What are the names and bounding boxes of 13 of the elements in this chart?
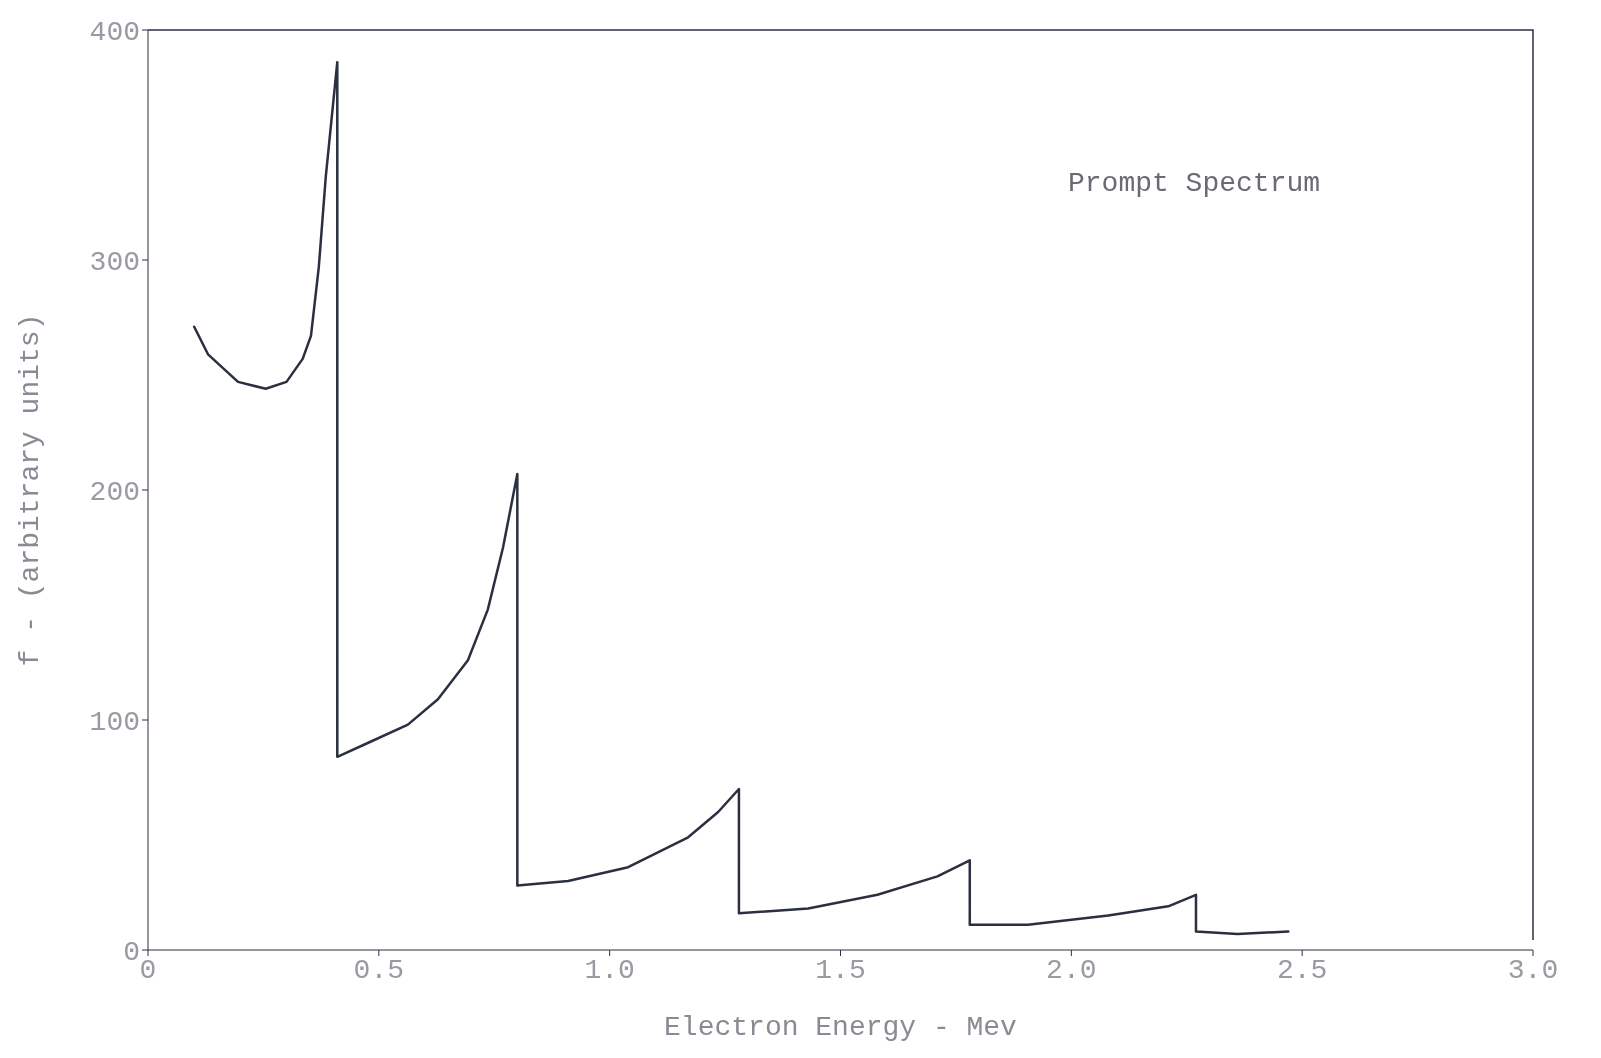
x-tick-label: 1.5 — [815, 954, 866, 986]
y-tick-label: 300 — [89, 246, 140, 278]
x-tick-label: 1.0 — [584, 954, 635, 986]
x-tick-label: 3.0 — [1507, 954, 1559, 986]
y-tick-label: 400 — [89, 16, 140, 48]
annotation: Prompt Spectrum — [1068, 168, 1321, 199]
y-tick-label: 100 — [89, 706, 140, 738]
x-tick-label: 2.0 — [1046, 954, 1097, 986]
y-tick-label: 200 — [89, 476, 140, 508]
y-axis-title: f - (arbitrary units) — [14, 313, 46, 667]
x-tick-label: 0.5 — [353, 954, 405, 986]
x-tick-label: 2.5 — [1276, 954, 1328, 986]
x-axis-title: Electron Energy - Mev — [664, 1012, 1017, 1043]
